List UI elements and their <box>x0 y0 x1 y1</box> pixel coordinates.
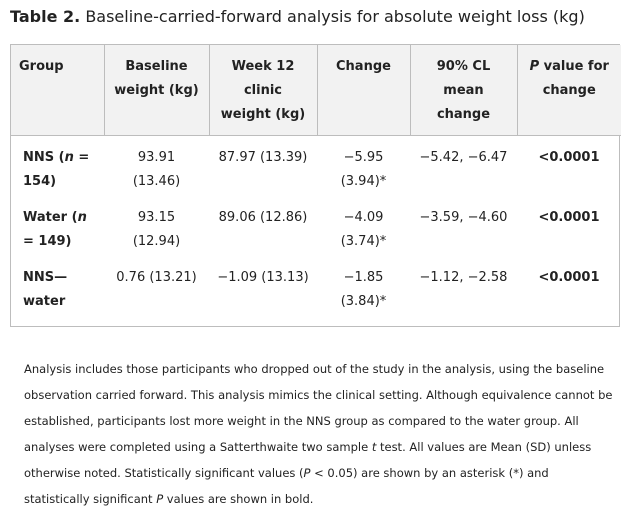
cell-line: (13.46) <box>132 173 181 189</box>
table-row: NNS (n = 154) 93.91 (13.46) 87.97 (13.39) −5.… <box>11 135 621 196</box>
table-footnote: Analysis includes those participants who… <box>24 362 613 506</box>
cell-line: 87.97 (13.39) <box>218 149 308 165</box>
cell-change: −5.95 (3.94)* <box>317 135 410 196</box>
table-caption: Table 2. Baseline-carried-forward analys… <box>10 6 585 28</box>
header-col-week12: Week 12 clinic weight (kg) <box>208 45 317 136</box>
cell-week12: 89.06 (12.86) <box>209 196 317 256</box>
cell-cl: −3.59, −4.60 <box>410 196 517 256</box>
cell-line: NNS— <box>23 269 68 285</box>
cell-line: 89.06 (12.86) <box>218 209 308 225</box>
cell-line: Group <box>19 59 64 74</box>
cell-baseline: 93.91 (13.46) <box>104 135 209 196</box>
cell-line: NNS (n = <box>23 149 90 165</box>
cell-group: NNS— water <box>11 256 104 316</box>
cell-baseline: 93.15 (12.94) <box>104 196 209 256</box>
cell-p: <0.0001 <box>517 135 621 196</box>
table-body: NNS (n = 154) 93.91 (13.46) 87.97 (13.39) −5.… <box>11 135 621 316</box>
cell-cl: −5.42, −6.47 <box>410 135 517 196</box>
cell-line: −1.09 (13.13) <box>217 269 309 285</box>
results-table: Group Baseline weight (kg) Week 12 clinic we… <box>11 45 621 316</box>
cell-line: 90% CL <box>436 59 491 74</box>
cell-change: −4.09 (3.74)* <box>317 196 410 256</box>
cell-line: −1.85 <box>343 269 384 285</box>
cell-line: Change <box>336 59 391 74</box>
cell-line: water <box>23 293 66 309</box>
cell-cl: −1.12, −2.58 <box>410 256 517 316</box>
cell-line: 93.15 <box>137 209 176 225</box>
cell-line: 0.76 (13.21) <box>116 269 197 285</box>
cell-line: (3.84)* <box>340 293 387 309</box>
header-col-cl: 90% CL mean change <box>409 45 517 136</box>
cell-change: −1.85 (3.84)* <box>317 256 410 316</box>
cell-line: <0.0001 <box>538 269 600 285</box>
cell-p: <0.0001 <box>517 196 621 256</box>
cell-line: weight (kg) <box>114 83 199 98</box>
cell-line: (3.94)* <box>340 173 387 189</box>
cell-line: change <box>436 107 491 122</box>
cell-line: Baseline <box>125 59 188 74</box>
cell-week12: 87.97 (13.39) <box>209 135 317 196</box>
cell-line: mean <box>443 83 484 98</box>
caption-title: Baseline-carried-forward analysis for ab… <box>85 7 585 26</box>
cell-line: −3.59, −4.60 <box>419 209 508 225</box>
header-col-baseline: Baseline weight (kg) <box>103 45 209 136</box>
header-col-pvalue: P value for change <box>516 45 621 136</box>
results-table-frame: Group Baseline weight (kg) Week 12 clinic we… <box>10 44 621 327</box>
cell-line: = 149) <box>23 233 72 249</box>
cell-line: (12.94) <box>132 233 181 249</box>
cell-line: 154) <box>23 173 57 189</box>
cell-line: P value for <box>529 59 609 74</box>
header-col-group: Group <box>11 45 104 136</box>
cell-line: <0.0001 <box>538 149 600 165</box>
cell-line: <0.0001 <box>538 209 600 225</box>
cell-line: change <box>542 83 596 98</box>
cell-week12: −1.09 (13.13) <box>209 256 317 316</box>
cell-group: NNS (n = 154) <box>11 135 104 196</box>
cell-line: −1.12, −2.58 <box>419 269 508 285</box>
header-row: Group Baseline weight (kg) Week 12 clinic we… <box>11 45 621 136</box>
cell-group: Water (n = 149) <box>11 196 104 256</box>
cell-line: Water (n <box>23 209 87 225</box>
cell-line: (3.74)* <box>340 233 387 249</box>
cell-baseline: 0.76 (13.21) <box>104 256 209 316</box>
cell-p: <0.0001 <box>517 256 621 316</box>
cell-line: −5.42, −6.47 <box>419 149 508 165</box>
header-col-change: Change <box>316 45 410 136</box>
cell-line: −5.95 <box>343 149 384 165</box>
cell-line: 93.91 <box>137 149 176 165</box>
caption-label: Table 2. <box>10 7 81 26</box>
cell-line: Week 12 clinic <box>231 59 295 98</box>
cell-line: weight (kg) <box>220 107 306 122</box>
table-row: NNS— water 0.76 (13.21) −1.09 (13.13) −1.85 (… <box>11 256 621 316</box>
cell-line: −4.09 <box>343 209 384 225</box>
table-row: Water (n = 149) 93.15 (12.94) 89.06 (12.86) −… <box>11 196 621 256</box>
